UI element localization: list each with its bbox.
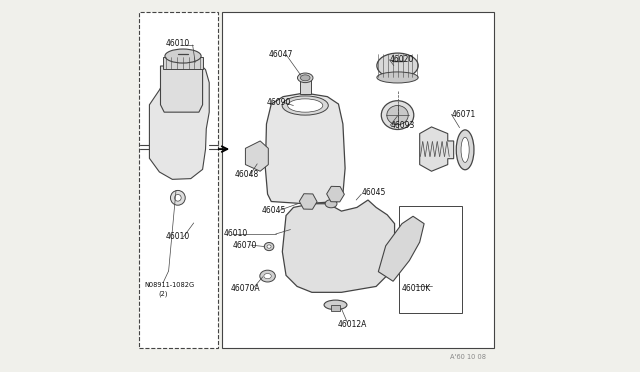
Ellipse shape <box>377 72 418 83</box>
Text: (2): (2) <box>158 291 168 297</box>
Text: 46012A: 46012A <box>338 320 367 328</box>
Polygon shape <box>378 216 424 281</box>
Ellipse shape <box>461 137 469 162</box>
Text: 46071: 46071 <box>451 110 476 119</box>
Polygon shape <box>245 141 268 171</box>
Ellipse shape <box>302 200 314 208</box>
Text: 46048: 46048 <box>234 170 259 179</box>
Polygon shape <box>161 66 203 112</box>
Circle shape <box>170 190 185 205</box>
Ellipse shape <box>288 99 323 112</box>
Ellipse shape <box>260 270 275 282</box>
Ellipse shape <box>387 106 408 125</box>
Ellipse shape <box>298 73 313 83</box>
Text: 46093: 46093 <box>390 121 415 130</box>
Text: 46047: 46047 <box>269 50 293 59</box>
Text: 46045: 46045 <box>362 188 386 197</box>
Text: A'60 10 08: A'60 10 08 <box>451 353 486 360</box>
Text: 46020: 46020 <box>389 55 413 64</box>
Ellipse shape <box>267 245 271 248</box>
Ellipse shape <box>264 273 271 279</box>
Ellipse shape <box>456 130 474 170</box>
Ellipse shape <box>264 243 274 251</box>
Ellipse shape <box>381 101 414 129</box>
Text: 46010: 46010 <box>166 232 190 241</box>
Bar <box>331 305 340 311</box>
Text: 46090: 46090 <box>267 98 291 107</box>
Ellipse shape <box>300 75 310 81</box>
Ellipse shape <box>377 53 418 78</box>
Text: 46070: 46070 <box>233 241 257 250</box>
Text: 46010: 46010 <box>224 230 248 238</box>
Bar <box>222 13 493 349</box>
Polygon shape <box>149 62 209 179</box>
Text: 46010K: 46010K <box>401 284 431 293</box>
Circle shape <box>175 195 181 201</box>
Text: 46045: 46045 <box>262 206 286 215</box>
Ellipse shape <box>282 96 328 115</box>
Polygon shape <box>420 127 454 171</box>
Polygon shape <box>266 93 345 204</box>
Text: 46070A: 46070A <box>230 284 260 293</box>
Text: N08911-1082G: N08911-1082G <box>145 282 195 288</box>
Bar <box>399 206 462 313</box>
Bar <box>163 57 203 68</box>
Ellipse shape <box>325 200 337 208</box>
Text: 46010: 46010 <box>166 39 190 48</box>
Polygon shape <box>282 200 395 292</box>
Bar <box>300 79 311 94</box>
Ellipse shape <box>165 49 201 63</box>
Bar <box>139 13 218 349</box>
Ellipse shape <box>324 300 347 310</box>
